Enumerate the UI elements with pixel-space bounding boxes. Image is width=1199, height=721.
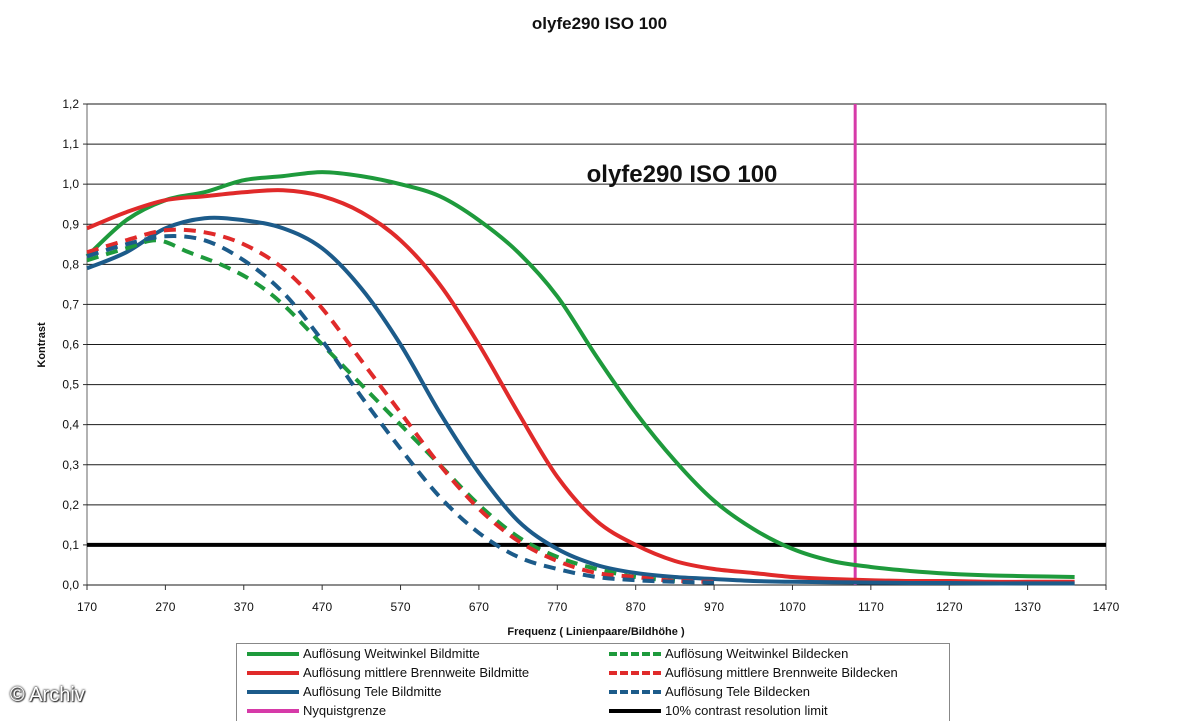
y-tick-label: 1,2 <box>62 97 79 111</box>
legend-item: Nyquistgrenze <box>247 701 386 720</box>
x-tick-label: 370 <box>234 600 254 614</box>
x-tick-label: 1370 <box>1014 600 1041 614</box>
inner-chart-title: olyfe290 ISO 100 <box>587 161 778 188</box>
legend-swatch <box>609 708 661 713</box>
legend-label: Auflösung Tele Bildecken <box>665 684 811 699</box>
legend-swatch <box>609 651 661 656</box>
watermark: © Archiv <box>10 684 85 706</box>
x-tick-label: 570 <box>391 600 411 614</box>
legend-item: Auflösung Weitwinkel Bildmitte <box>247 644 480 663</box>
y-tick-label: 0,6 <box>62 338 79 352</box>
y-tick-label: 0,4 <box>62 418 79 432</box>
series <box>85 170 1075 586</box>
series-line-aufl-sung-tele-bildmitte <box>86 215 1075 586</box>
legend-swatch <box>609 670 661 675</box>
reference-lines <box>87 104 1106 585</box>
legend-label: Auflösung mittlere Brennweite Bildecken <box>665 665 898 680</box>
y-axis-label: Kontrast <box>36 322 48 368</box>
x-tick-label: 970 <box>704 600 724 614</box>
chart: 0,0 0,1 0,2 0,3 0,4 0,5 0,6 0,7 0,8 0,9 1,0 1,1 1,2 1… <box>36 97 1120 638</box>
y-tick-label: 0,8 <box>62 257 79 271</box>
legend-swatch <box>247 670 299 675</box>
y-tick-label: 1,1 <box>62 137 79 151</box>
x-tick-label: 470 <box>312 600 332 614</box>
series-line-aufl-sung-mittlere-brennweite-bildecken <box>86 227 715 584</box>
grid <box>87 103 1106 586</box>
y-tick-label: 0,3 <box>62 458 79 472</box>
legend-item: 10% contrast resolution limit <box>609 701 828 720</box>
legend-item: Auflösung mittlere Brennweite Bildecken <box>609 663 898 682</box>
x-tick-label: 770 <box>547 600 567 614</box>
series-line-aufl-sung-weitwinkel-bildmitte <box>85 170 1075 579</box>
x-tick-label: 1070 <box>779 600 806 614</box>
legend-swatch <box>247 651 299 656</box>
y-tick-label: 0,0 <box>62 578 79 592</box>
legend-item: Auflösung mittlere Brennweite Bildmitte <box>247 663 529 682</box>
x-tick-label: 270 <box>155 600 175 614</box>
legend-item: Auflösung Tele Bildmitte <box>247 682 442 701</box>
legend-label: Auflösung Tele Bildmitte <box>303 684 442 699</box>
legend-swatch <box>247 708 299 713</box>
legend-label: 10% contrast resolution limit <box>665 703 828 718</box>
legend: Auflösung Weitwinkel Bildmitte Auflösung … <box>236 643 950 721</box>
x-tick-label: 670 <box>469 600 489 614</box>
y-tick-label: 0,7 <box>62 297 79 311</box>
y-tick-label: 1,0 <box>62 177 79 191</box>
x-tick-label: 1470 <box>1093 600 1120 614</box>
x-tick-label: 870 <box>626 600 646 614</box>
x-tick-label: 1170 <box>858 600 884 614</box>
series-line-aufl-sung-mittlere-brennweite-bildmitte <box>86 188 1075 584</box>
series-line-aufl-sung-tele-bildecken <box>86 234 715 585</box>
x-tick-label: 170 <box>77 600 97 614</box>
y-tick-label: 0,2 <box>62 498 79 512</box>
y-tick-label: 0,9 <box>62 217 79 231</box>
axes: 0,0 0,1 0,2 0,3 0,4 0,5 0,6 0,7 0,8 0,9 1,0 1,1 1,2 1… <box>62 97 1119 614</box>
legend-label: Auflösung Weitwinkel Bildecken <box>665 646 849 661</box>
legend-label: Nyquistgrenze <box>303 703 387 718</box>
legend-swatch <box>609 689 661 694</box>
legend-label: Auflösung Weitwinkel Bildmitte <box>303 646 480 661</box>
legend-item: Auflösung Weitwinkel Bildecken <box>609 644 848 663</box>
legend-item: Auflösung Tele Bildecken <box>609 682 810 701</box>
x-axis-label: Frequenz ( Linienpaare/Bildhöhe ) <box>507 626 685 638</box>
series-line-aufl-sung-weitwinkel-bildecken <box>86 238 676 583</box>
y-tick-label: 0,5 <box>62 378 79 392</box>
y-tick-label: 0,1 <box>62 538 79 552</box>
page-title: olyfe290 ISO 100 <box>531 14 668 33</box>
legend-label: Auflösung mittlere Brennweite Bildmitte <box>303 665 530 680</box>
legend-swatch <box>247 689 299 694</box>
x-tick-label: 1270 <box>936 600 963 614</box>
